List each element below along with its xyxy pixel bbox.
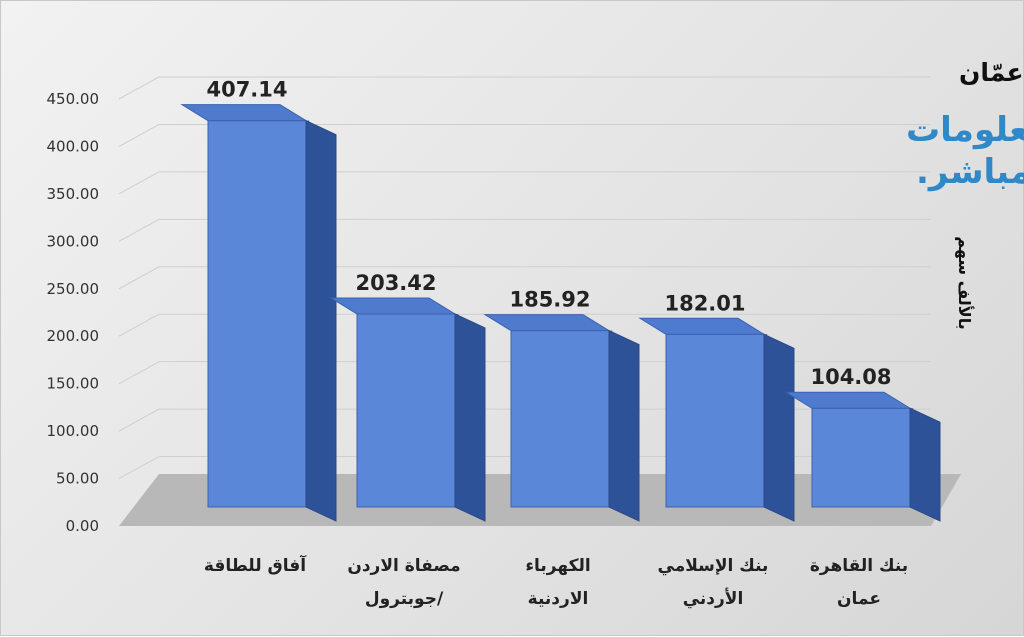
bar-right-face [454, 313, 486, 522]
y-tick-label: 300.00 [47, 232, 100, 250]
y-tick-label: 250.00 [47, 280, 100, 298]
bar-top [638, 317, 766, 335]
bar-front [811, 407, 911, 508]
gridline-diag [118, 171, 160, 195]
y-tick-label: 100.00 [47, 422, 100, 440]
category-label: الاردنية [528, 589, 589, 609]
bar [329, 297, 486, 522]
logo: معلومات مباشر. [906, 110, 1024, 192]
bar-right-face [305, 119, 337, 522]
gridline-diag [118, 408, 160, 432]
category-label: الكهرباء [525, 556, 590, 576]
gridline-diag [118, 124, 160, 147]
category-label: /جوبترول [365, 589, 444, 609]
bars [180, 104, 941, 522]
data-label: 104.08 [810, 365, 891, 389]
bar-right-face [909, 407, 941, 522]
category-label: عمان [837, 589, 881, 609]
bar-top [180, 104, 308, 122]
category-label: الأردني [683, 588, 744, 609]
bar-top [784, 391, 912, 409]
bar [784, 391, 941, 522]
category-label: آفاق للطاقة [204, 554, 307, 576]
y-tick-label: 0.00 [66, 517, 99, 535]
bar-top [483, 314, 611, 332]
bar-front [510, 330, 610, 508]
data-labels: 407.14 203.42 185.92 182.01 104.08 [206, 78, 891, 390]
gridline-diag [118, 76, 160, 100]
logo-line-1: معلومات [906, 110, 1024, 150]
y-axis: 0.00 50.00 100.00 150.00 200.00 250.00 300.00 3… [47, 90, 100, 535]
bar-front [207, 120, 307, 508]
gridline-diag [118, 266, 160, 290]
chart-title: أنشط 5 أسهم حجمًا ببورصة عمّان [959, 56, 1024, 88]
x-axis: آفاق للطاقة مصفاة الاردن/جوبترول الكهرباء ا… [204, 554, 908, 609]
bar-top [329, 297, 457, 315]
gridline-diag [118, 361, 160, 385]
bar [180, 104, 337, 522]
data-label: 185.92 [509, 288, 590, 312]
data-label: 407.14 [206, 78, 287, 102]
gridline-diag [118, 313, 160, 337]
bar-right-face [763, 333, 795, 522]
category-label: بنك الإسلامي [658, 556, 769, 576]
y-tick-label: 150.00 [47, 375, 100, 393]
logo-line-2: مباشر. [916, 152, 1024, 192]
y-tick-label: 50.00 [56, 470, 99, 488]
y-tick-label: 400.00 [47, 137, 100, 155]
bar [483, 314, 640, 522]
bar-front [356, 313, 456, 508]
y-tick-label: 350.00 [47, 185, 100, 203]
unit-label: بالألف سهم [955, 236, 974, 329]
category-label: مصفاة الاردن [347, 556, 460, 576]
bar-right-face [608, 329, 640, 522]
bar-front [665, 333, 765, 508]
y-tick-label: 450.00 [47, 90, 100, 108]
data-label: 182.01 [664, 291, 745, 315]
category-label: بنك القاهرة [810, 556, 908, 576]
gridline-diag [118, 456, 160, 479]
bar [638, 317, 795, 522]
y-tick-label: 200.00 [47, 327, 100, 345]
data-label: 203.42 [355, 271, 436, 295]
gridline-diag [118, 218, 160, 242]
